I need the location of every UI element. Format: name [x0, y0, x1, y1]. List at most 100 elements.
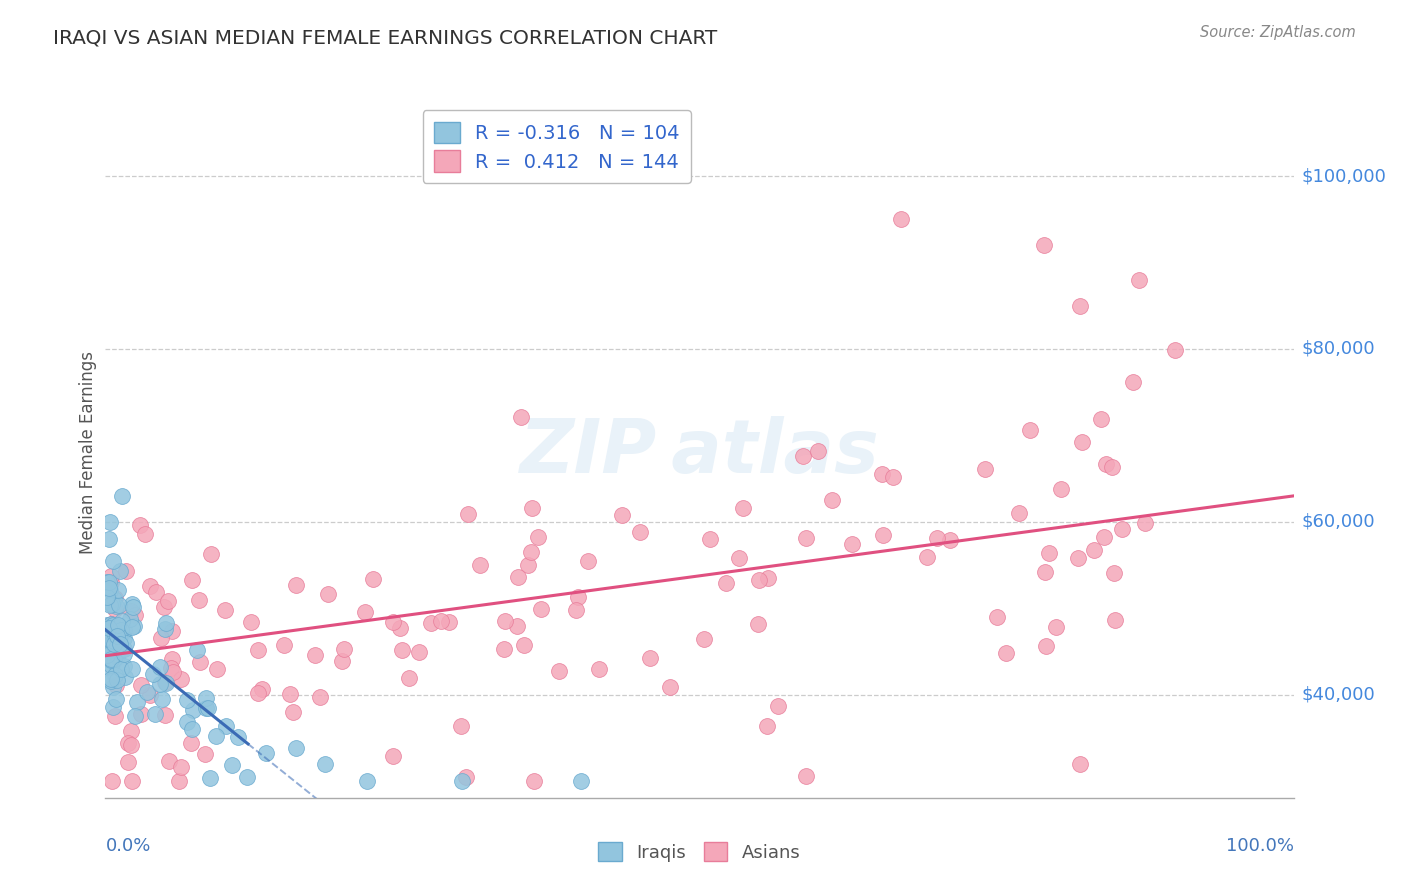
- Point: [108, 633, 131, 648]
- Point: [100, 653, 122, 667]
- Point: [612, 508, 634, 522]
- Point: [628, 524, 651, 539]
- Point: [1067, 551, 1090, 566]
- Point: [468, 558, 491, 572]
- Point: [105, 673, 128, 687]
- Point: [246, 643, 269, 657]
- Point: [103, 699, 125, 714]
- Point: [194, 747, 217, 761]
- Point: [121, 620, 143, 634]
- Point: [100, 616, 122, 631]
- Point: [114, 648, 136, 662]
- Point: [330, 655, 353, 669]
- Point: [194, 690, 217, 705]
- Point: [356, 774, 378, 789]
- Point: [986, 609, 1008, 624]
- Point: [520, 501, 543, 516]
- Point: [388, 621, 411, 635]
- Point: [517, 558, 540, 572]
- Point: [100, 574, 122, 589]
- Point: [153, 708, 176, 723]
- Point: [145, 585, 167, 599]
- Point: [129, 706, 152, 721]
- Point: [398, 671, 420, 685]
- Point: [1070, 434, 1092, 449]
- Point: [659, 680, 682, 694]
- Point: [110, 662, 132, 676]
- Point: [112, 632, 135, 646]
- Point: [135, 685, 157, 699]
- Point: [110, 623, 132, 637]
- Point: [1019, 423, 1042, 437]
- Point: [1111, 522, 1133, 536]
- Point: [103, 652, 125, 666]
- Point: [567, 591, 589, 605]
- Point: [450, 774, 472, 789]
- Point: [994, 646, 1017, 660]
- Point: [105, 629, 128, 643]
- Point: [226, 730, 249, 744]
- Point: [143, 706, 166, 721]
- Point: [1083, 543, 1105, 558]
- Point: [103, 591, 125, 606]
- Point: [180, 736, 202, 750]
- Point: [506, 570, 529, 584]
- Point: [530, 601, 553, 615]
- Point: [794, 531, 817, 545]
- Point: [1008, 506, 1031, 520]
- Point: [1104, 613, 1126, 627]
- Point: [117, 736, 139, 750]
- Point: [214, 603, 236, 617]
- Point: [526, 530, 548, 544]
- Point: [250, 682, 273, 697]
- Point: [153, 599, 176, 614]
- Point: [127, 695, 149, 709]
- Point: [494, 614, 516, 628]
- Point: [107, 617, 129, 632]
- Point: [108, 564, 131, 578]
- Point: [304, 648, 326, 662]
- Point: [420, 615, 443, 630]
- Point: [103, 709, 125, 723]
- Point: [221, 758, 243, 772]
- Point: [408, 645, 430, 659]
- Point: [197, 701, 219, 715]
- Point: [98, 624, 121, 639]
- Point: [160, 652, 183, 666]
- Text: 100.0%: 100.0%: [1226, 837, 1294, 855]
- Point: [160, 624, 183, 638]
- Point: [105, 650, 128, 665]
- Point: [890, 212, 912, 227]
- Point: [96, 590, 118, 604]
- Point: [104, 627, 127, 641]
- Point: [1069, 299, 1091, 313]
- Point: [1033, 238, 1056, 252]
- Point: [139, 579, 162, 593]
- Point: [1122, 375, 1144, 389]
- Point: [98, 515, 121, 529]
- Point: [98, 532, 121, 546]
- Point: [97, 640, 120, 655]
- Point: [882, 469, 904, 483]
- Point: [1102, 566, 1125, 580]
- Point: [925, 531, 948, 545]
- Point: [215, 719, 238, 733]
- Point: [332, 641, 354, 656]
- Point: [523, 774, 546, 789]
- Point: [112, 641, 135, 656]
- Point: [1038, 546, 1060, 560]
- Point: [97, 574, 120, 589]
- Point: [768, 698, 790, 713]
- Point: [139, 688, 162, 702]
- Point: [1101, 459, 1123, 474]
- Point: [756, 718, 779, 732]
- Point: [104, 591, 127, 606]
- Point: [640, 651, 662, 665]
- Point: [100, 617, 122, 632]
- Point: [160, 661, 183, 675]
- Point: [588, 662, 610, 676]
- Point: [142, 667, 165, 681]
- Point: [103, 637, 125, 651]
- Point: [150, 631, 173, 645]
- Point: [120, 605, 142, 619]
